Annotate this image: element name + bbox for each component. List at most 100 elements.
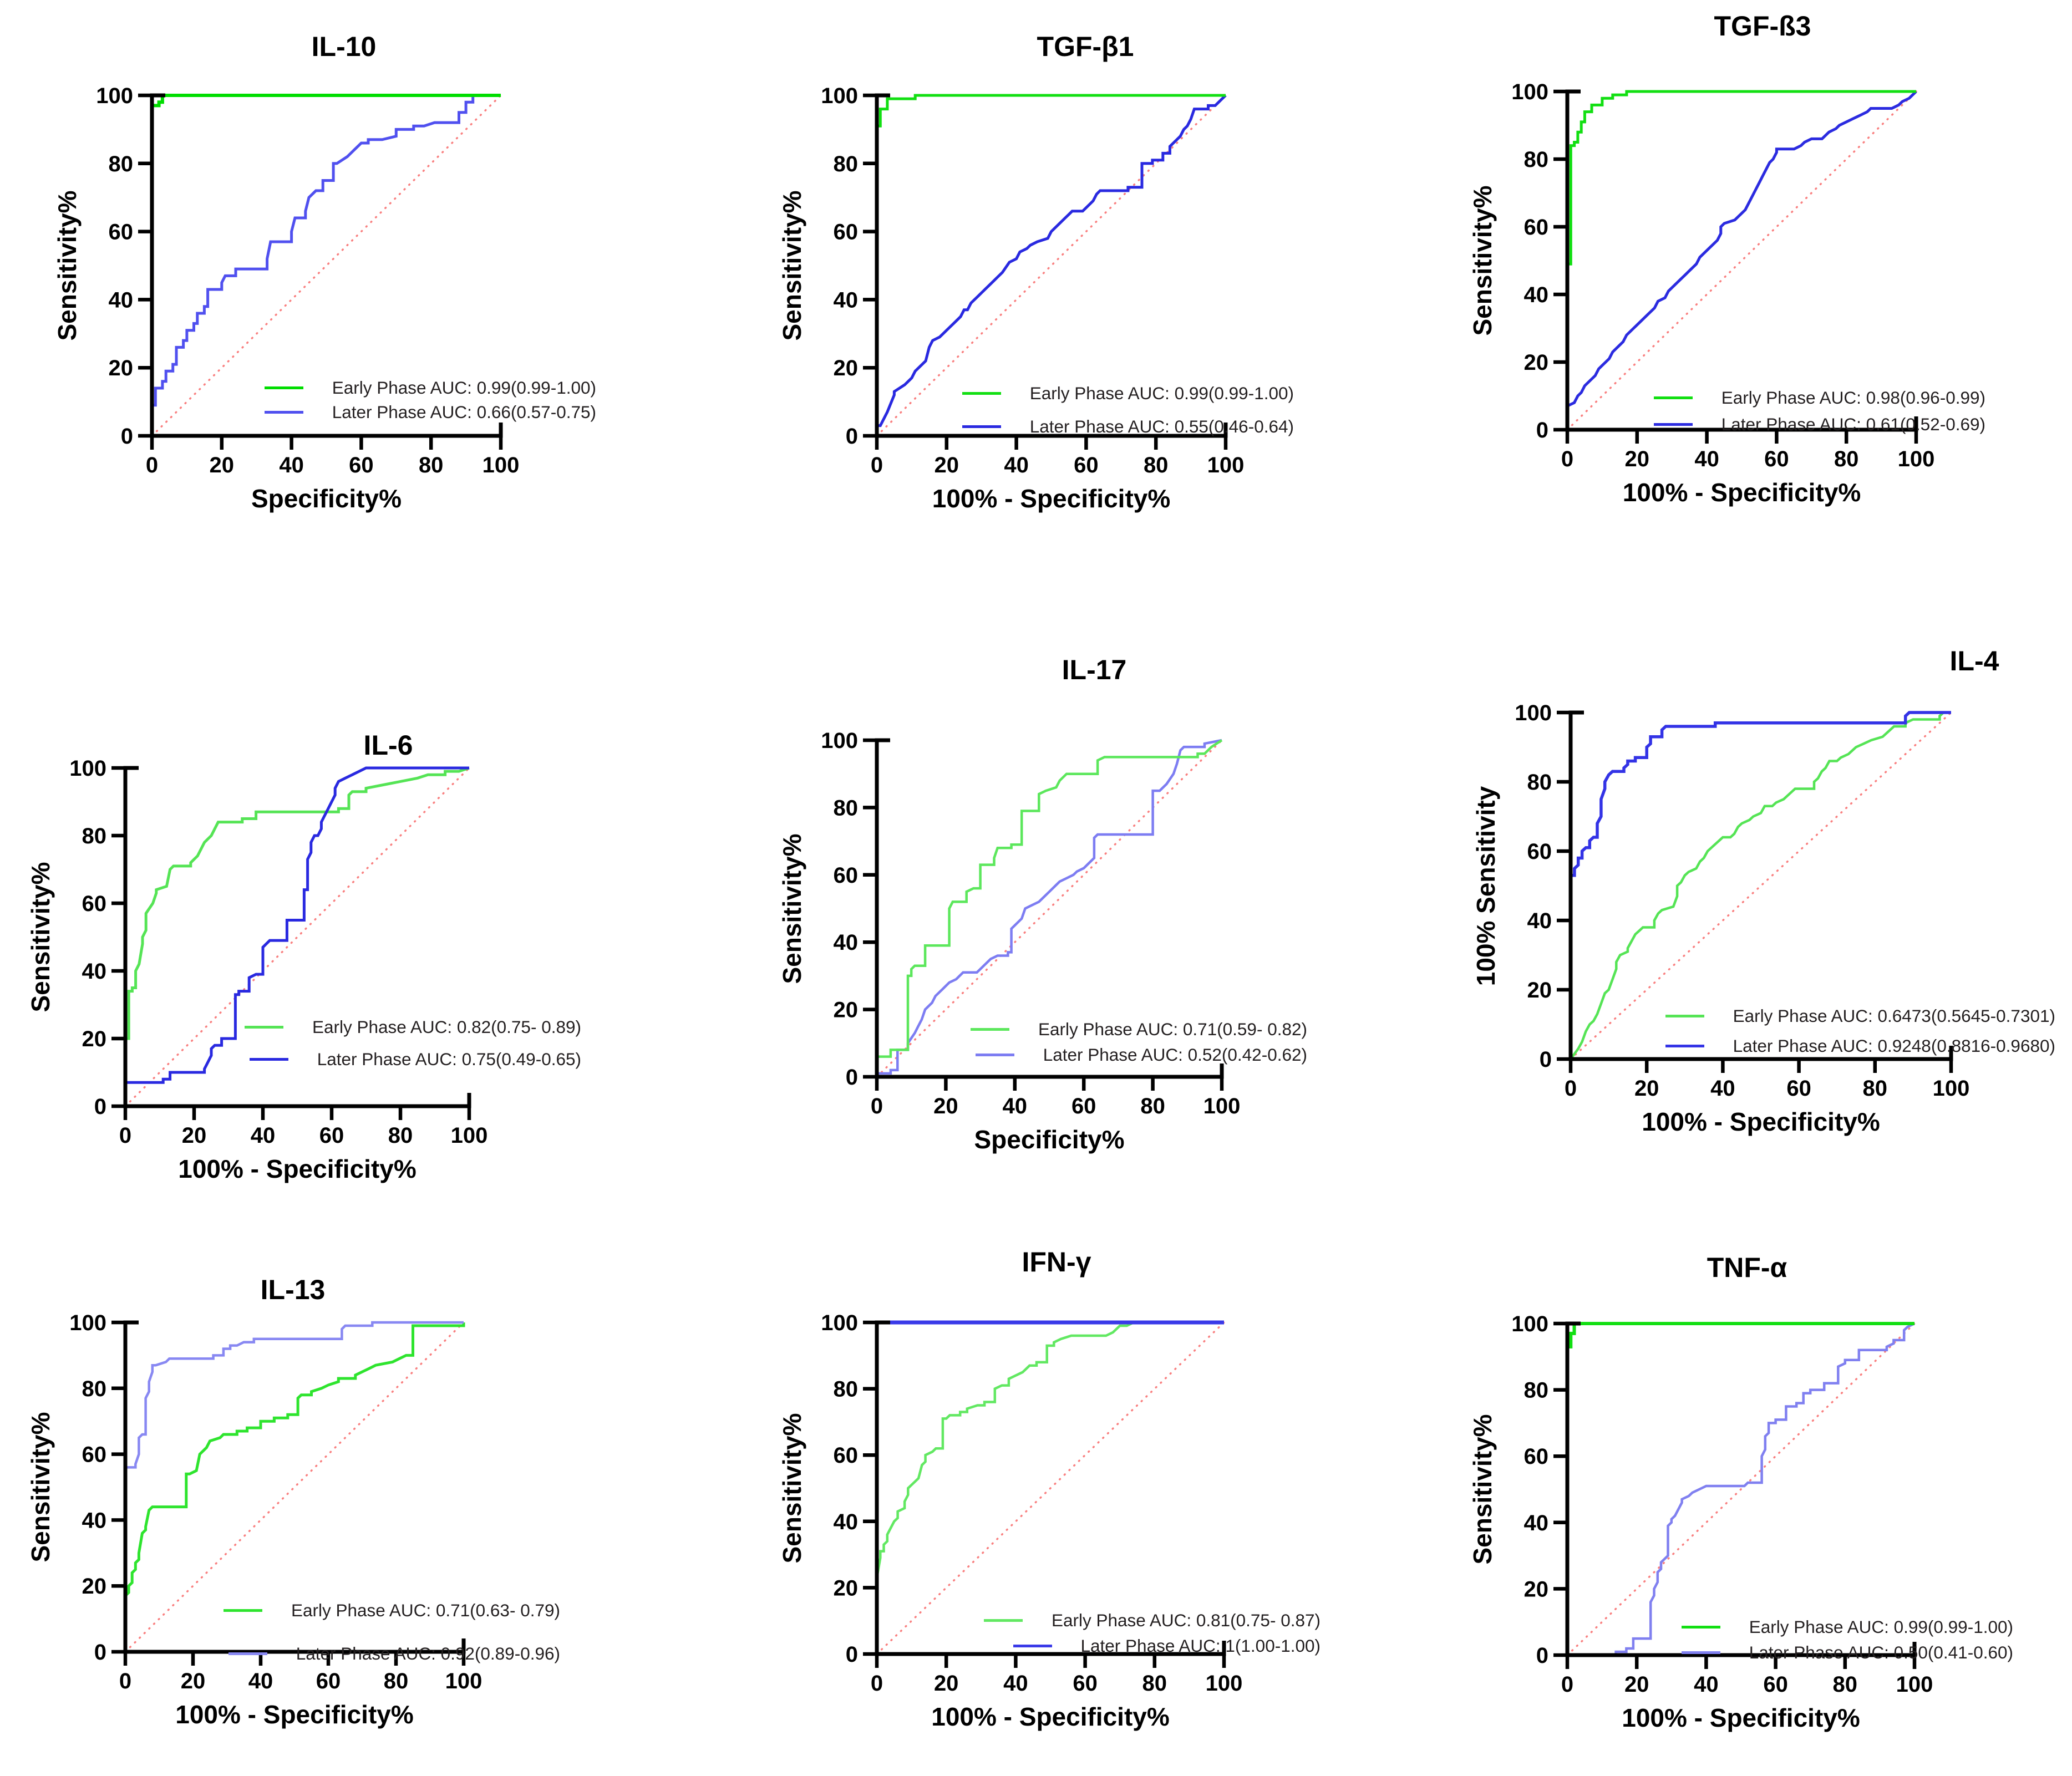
x-axis-title: 100% - Specificity% <box>1622 478 1861 507</box>
x-tick-label: 100 <box>1206 1671 1243 1696</box>
legend-label-early-phase: Early Phase AUC: 0.71(0.59- 0.82) <box>1038 1019 1307 1039</box>
legend: Early Phase AUC: 0.82(0.75- 0.89) Later … <box>244 1016 581 1070</box>
x-tick-label: 60 <box>1074 453 1099 477</box>
y-tick-label: 40 <box>1524 1511 1549 1535</box>
x-tick-label: 40 <box>1003 1094 1028 1118</box>
x-tick-label: 80 <box>1144 453 1169 477</box>
x-tick-label: 100 <box>1207 453 1245 477</box>
legend-swatch-early-phase <box>983 1619 1023 1622</box>
series-later-phase <box>877 739 1222 1075</box>
y-tick-label: 20 <box>1527 978 1552 1003</box>
x-tick-label: 20 <box>210 453 235 477</box>
x-tick-label: 80 <box>1140 1094 1165 1118</box>
panel-ifn-g: IFN-γ Sensitivity% 0 20 40 60 80 100 0 20 40 60 80… <box>690 1184 1382 1776</box>
legend-label-later-phase: Later Phase AUC: 0.9248(0.8816-0.9680) <box>1733 1035 2055 1056</box>
y-tick-label: 60 <box>1524 1444 1549 1469</box>
y-tick-label: 100 <box>821 1311 858 1335</box>
panel-tgf-b3: TGF-ß3 Sensitivity% 0 20 40 60 80 100 0 20 40 60 8… <box>1381 0 2072 592</box>
legend: Early Phase AUC: 0.99(0.99-1.00) Later P… <box>1681 1616 2013 1663</box>
ticks: 0 20 40 60 80 100 0 20 40 60 80 100 <box>821 1311 1242 1696</box>
legend-item-later-phase: Later Phase AUC: 0.66(0.57-0.75) <box>264 401 596 423</box>
roc-plot-svg: 0 20 40 60 80 100 0 20 40 60 80 100 <box>821 1311 1242 1696</box>
legend-item-early-phase: Early Phase AUC: 0.6473(0.5645-0.7301) <box>1665 1005 2055 1026</box>
axes <box>1565 1321 1917 1657</box>
identity-diagonal <box>1566 1322 1916 1656</box>
y-tick-label: 80 <box>82 1377 107 1401</box>
y-tick-label: 60 <box>82 1443 107 1467</box>
panel-il-17: IL-17 Sensitivity% 0 20 40 60 80 100 0 20 40 60 80… <box>690 592 1382 1184</box>
roc-plot-svg: 0 20 40 60 80 100 0 20 40 60 80 100 <box>1511 80 1934 471</box>
y-tick-label: 0 <box>1536 418 1548 442</box>
y-tick-label: 60 <box>834 863 859 888</box>
y-tick-label: 80 <box>834 152 859 176</box>
chart-title: IL-13 <box>260 1274 326 1305</box>
y-tick-label: 100 <box>1515 701 1552 725</box>
legend-item-early-phase: Early Phase AUC: 0.98(0.96-0.99) <box>1653 387 1985 408</box>
legend: Early Phase AUC: 0.71(0.63- 0.79) Later … <box>223 1600 560 1664</box>
y-tick-label: 60 <box>834 220 859 245</box>
legend: Early Phase AUC: 0.98(0.96-0.99) Later P… <box>1653 387 1985 435</box>
legend-item-early-phase: Early Phase AUC: 0.99(0.99-1.00) <box>264 377 596 398</box>
x-tick-label: 80 <box>419 453 444 477</box>
legend-label-early-phase: Early Phase AUC: 0.99(0.99-1.00) <box>1029 383 1294 403</box>
y-tick-label: 40 <box>1524 283 1549 307</box>
x-tick-label: 40 <box>251 1123 276 1148</box>
legend-swatch-early-phase <box>264 386 303 389</box>
legend: Early Phase AUC: 0.81(0.75- 0.87) Later … <box>983 1610 1321 1656</box>
legend-label-later-phase: Later Phase AUC: 0.61(0.52-0.69) <box>1721 414 1985 434</box>
legend-swatch-early-phase <box>223 1609 262 1612</box>
panel-il-6: IL-6 Sensitivity% 0 20 40 60 80 100 0 20 40 60 80 1… <box>0 592 691 1184</box>
identity-diagonal <box>876 739 1223 1078</box>
x-tick-label: 60 <box>316 1669 341 1693</box>
series-early-phase <box>124 766 470 1106</box>
x-tick-label: 0 <box>119 1669 131 1693</box>
series-later-phase <box>1569 711 1951 1059</box>
identity-diagonal <box>876 1321 1225 1655</box>
y-tick-label: 100 <box>1511 1312 1548 1336</box>
legend-item-early-phase: Early Phase AUC: 0.71(0.59- 0.82) <box>970 1019 1307 1040</box>
roc-plot-svg: 0 20 40 60 80 100 0 20 40 60 80 100 <box>96 84 519 477</box>
x-tick-label: 100 <box>1203 1094 1241 1118</box>
ticks: 0 20 40 60 80 100 0 20 40 60 80 100 <box>821 84 1244 477</box>
legend-label-later-phase: Later Phase AUC: 0.52(0.42-0.62) <box>1043 1044 1307 1065</box>
y-tick-label: 80 <box>109 152 134 176</box>
panel-il-10: IL-10 Sensitivity% 0 20 40 60 80 100 0 20 40 60 80… <box>0 0 691 592</box>
x-tick-label: 80 <box>1142 1671 1167 1696</box>
y-tick-label: 40 <box>82 1508 107 1533</box>
x-axis-title: 100% - Specificity% <box>1642 1107 1880 1136</box>
x-tick-label: 80 <box>1833 1672 1858 1697</box>
legend: Early Phase AUC: 0.6473(0.5645-0.7301) L… <box>1665 1005 2055 1056</box>
axes <box>875 738 1224 1079</box>
legend-item-later-phase: Later Phase AUC: 0.9248(0.8816-0.9680) <box>1665 1035 2055 1056</box>
legend-label-later-phase: Later Phase AUC: 0.66(0.57-0.75) <box>332 401 596 422</box>
y-tick-label: 0 <box>1540 1047 1552 1072</box>
legend-swatch-later-phase <box>975 1053 1014 1056</box>
panel-tnf-a: TNF-α Sensitivity% 0 20 40 60 80 100 0 20 40 60 80… <box>1381 1184 2072 1776</box>
y-tick-label: 60 <box>1527 839 1552 864</box>
y-tick-label: 0 <box>846 424 858 449</box>
legend-label-early-phase: Early Phase AUC: 0.98(0.96-0.99) <box>1721 387 1985 408</box>
x-tick-label: 40 <box>1003 1671 1028 1696</box>
x-tick-label: 60 <box>349 453 374 477</box>
y-tick-label: 80 <box>1527 770 1552 795</box>
y-tick-label: 40 <box>1527 909 1552 933</box>
legend-item-later-phase: Later Phase AUC: 0.61(0.52-0.69) <box>1653 414 1985 435</box>
legend-item-early-phase: Early Phase AUC: 0.82(0.75- 0.89) <box>244 1016 581 1037</box>
y-tick-label: 100 <box>96 84 133 108</box>
axes <box>150 93 503 438</box>
x-tick-label: 100 <box>451 1123 488 1148</box>
x-tick-label: 0 <box>871 1094 883 1118</box>
y-tick-label: 100 <box>1511 80 1548 104</box>
y-tick-label: 20 <box>109 356 134 380</box>
x-tick-label: 0 <box>1561 1672 1573 1697</box>
y-tick-label: 20 <box>834 998 859 1022</box>
identity-diagonal <box>124 767 470 1107</box>
identity-diagonal <box>1570 711 1952 1060</box>
chart-title: TGF-β1 <box>1037 31 1134 62</box>
y-tick-label: 0 <box>94 1640 106 1665</box>
series-early-phase <box>1570 711 1951 1060</box>
x-tick-label: 60 <box>1763 1672 1788 1697</box>
chart-title: IFN-γ <box>1022 1246 1091 1278</box>
ticks: 0 20 40 60 80 100 0 20 40 60 80 100 <box>821 729 1240 1118</box>
series-early-phase <box>124 1322 465 1597</box>
